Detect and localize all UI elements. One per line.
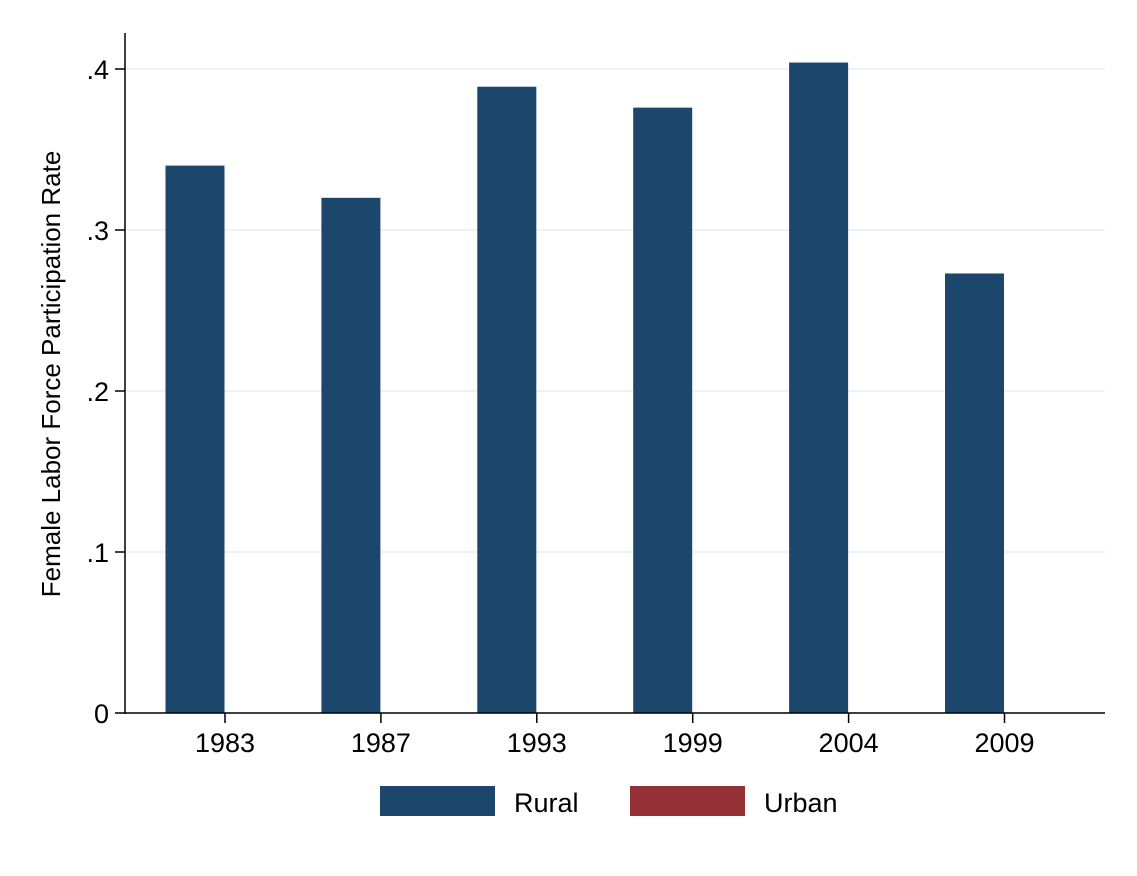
- x-tick-label: 2004: [819, 728, 879, 758]
- bar-rural-1987: [321, 197, 381, 714]
- x-tick-label: 2009: [974, 728, 1034, 758]
- legend: Rural Urban: [380, 786, 838, 818]
- y-axis-title: Female Labor Force Participation Rate: [36, 151, 66, 598]
- bar-rural-2009: [945, 273, 1004, 713]
- legend-swatch-rural: [380, 786, 495, 816]
- axes: Female Labor Force Participation Rate: [36, 33, 1105, 714]
- ticks: 0 .1 .2 .3 .4 1983 1987 1993 1999 2004 2009: [86, 55, 1034, 758]
- y-tick-label: .3: [86, 216, 109, 246]
- legend-swatch-urban: [630, 786, 745, 816]
- bar-rural-1999: [633, 107, 693, 713]
- legend-label-rural: Rural: [514, 788, 579, 818]
- bar-rural-2004: [789, 62, 849, 714]
- y-tick-label: .4: [86, 55, 109, 85]
- x-tick-label: 1993: [507, 728, 567, 758]
- x-tick-label: 1999: [663, 728, 723, 758]
- bars: [165, 62, 1004, 714]
- gridlines: [126, 68, 1105, 553]
- y-tick-label: 0: [94, 699, 109, 729]
- bar-rural-1983: [165, 165, 225, 714]
- x-tick-label: 1983: [195, 728, 255, 758]
- legend-label-urban: Urban: [764, 788, 838, 818]
- x-tick-label: 1987: [351, 728, 411, 758]
- y-tick-label: .2: [86, 377, 109, 407]
- bar-rural-1993: [477, 86, 537, 713]
- y-tick-label: .1: [86, 538, 109, 568]
